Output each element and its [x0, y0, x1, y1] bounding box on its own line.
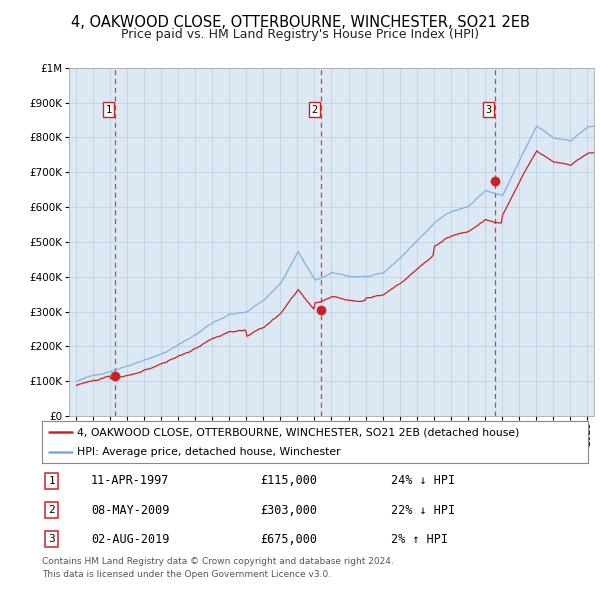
Text: 3: 3: [49, 535, 55, 545]
Text: £115,000: £115,000: [260, 474, 317, 487]
Text: 2% ↑ HPI: 2% ↑ HPI: [391, 533, 448, 546]
Text: Contains HM Land Registry data © Crown copyright and database right 2024.: Contains HM Land Registry data © Crown c…: [42, 557, 394, 566]
Text: 2: 2: [311, 104, 317, 114]
Text: Price paid vs. HM Land Registry's House Price Index (HPI): Price paid vs. HM Land Registry's House …: [121, 28, 479, 41]
Text: 3: 3: [485, 104, 492, 114]
Text: 11-APR-1997: 11-APR-1997: [91, 474, 170, 487]
Text: £675,000: £675,000: [260, 533, 317, 546]
Text: 22% ↓ HPI: 22% ↓ HPI: [391, 503, 455, 517]
Text: 08-MAY-2009: 08-MAY-2009: [91, 503, 170, 517]
Text: £303,000: £303,000: [260, 503, 317, 517]
Text: 02-AUG-2019: 02-AUG-2019: [91, 533, 170, 546]
Text: 4, OAKWOOD CLOSE, OTTERBOURNE, WINCHESTER, SO21 2EB (detached house): 4, OAKWOOD CLOSE, OTTERBOURNE, WINCHESTE…: [77, 427, 520, 437]
Text: 1: 1: [106, 104, 112, 114]
Text: 4, OAKWOOD CLOSE, OTTERBOURNE, WINCHESTER, SO21 2EB: 4, OAKWOOD CLOSE, OTTERBOURNE, WINCHESTE…: [71, 15, 529, 30]
Text: 2: 2: [49, 505, 55, 515]
Text: This data is licensed under the Open Government Licence v3.0.: This data is licensed under the Open Gov…: [42, 570, 331, 579]
Text: 1: 1: [49, 476, 55, 486]
Text: 24% ↓ HPI: 24% ↓ HPI: [391, 474, 455, 487]
Text: HPI: Average price, detached house, Winchester: HPI: Average price, detached house, Winc…: [77, 447, 341, 457]
